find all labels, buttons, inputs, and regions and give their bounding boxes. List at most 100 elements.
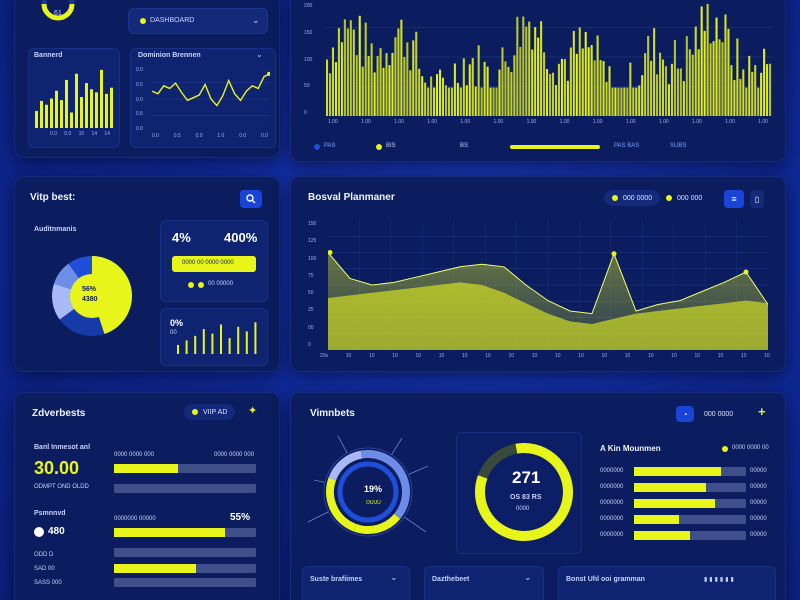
add-icon[interactable]: + bbox=[758, 404, 766, 419]
mini-bar bbox=[35, 110, 38, 128]
volume-bar bbox=[647, 35, 650, 116]
area-y-tick: 75 bbox=[308, 272, 314, 279]
legend-dot-yellow-icon bbox=[376, 144, 382, 150]
bottom-right-chip[interactable]: 000 0000 bbox=[696, 406, 741, 422]
volume-bar bbox=[462, 58, 465, 116]
volume-bar bbox=[504, 61, 507, 116]
small-bar bbox=[202, 329, 205, 354]
line-y-tick: 0.0 bbox=[136, 67, 143, 73]
chip-b[interactable]: 000 000 bbox=[658, 190, 710, 206]
volume-y-tick: 100 bbox=[304, 56, 313, 63]
line-axis-x: 0.0 0.5 0.0 1.0 0.0 0.0 bbox=[152, 134, 268, 139]
mid-right-panel: Bosval Planmaner 000 0000 000 000 ≡ ▯ 15… bbox=[290, 176, 786, 372]
mini-bar bbox=[50, 98, 53, 128]
dashboard-dropdown[interactable]: DASHBOARD ⌄ bbox=[128, 8, 268, 34]
bar-mini-card: Bannerd 0.0 0.0 10 14 14 bbox=[28, 48, 120, 148]
stat-bar-label: 0000 00 0000 0000 bbox=[182, 260, 234, 266]
viip-badge[interactable]: VIIP AD bbox=[184, 404, 236, 420]
mid-left-title: Vitp best: bbox=[30, 192, 76, 203]
volume-bar bbox=[427, 87, 430, 116]
donut-center bbox=[70, 274, 114, 318]
volume-bar bbox=[447, 87, 450, 116]
volume-bar bbox=[641, 75, 644, 116]
dropdown-label: DASHBOARD bbox=[150, 17, 195, 24]
volume-bar bbox=[546, 69, 549, 116]
volume-bar bbox=[682, 81, 685, 116]
menu-button[interactable]: ≡ bbox=[724, 190, 744, 208]
refresh-button[interactable]: ◔ bbox=[676, 406, 694, 422]
volume-bar bbox=[474, 86, 477, 116]
dropdown-dot-icon bbox=[140, 18, 146, 24]
volume-bar bbox=[415, 31, 418, 116]
volume-bar-chart bbox=[326, 3, 772, 116]
label-1: Banl Inmesot anl bbox=[34, 444, 91, 451]
stat-legend-dot2-icon bbox=[198, 282, 204, 288]
area-x-tick: 10 bbox=[764, 353, 770, 359]
ring-b-value: 271 bbox=[512, 468, 541, 487]
area-x-tick: 10 bbox=[694, 353, 701, 359]
volume-bar bbox=[688, 49, 691, 116]
list-legend-dot-icon bbox=[722, 446, 728, 452]
bottom-left-panel: Zdverbests VIIP AD ✦ Banl Inmesot anl 30… bbox=[14, 392, 280, 600]
footer-mid-a: BIS bbox=[386, 143, 396, 149]
volume-bar bbox=[438, 69, 442, 116]
footer-left-label: PAS bbox=[324, 143, 336, 149]
volume-bar bbox=[388, 65, 391, 116]
volume-bar bbox=[709, 43, 712, 116]
volume-bar bbox=[421, 76, 424, 116]
volume-bar bbox=[578, 27, 581, 116]
side-label-3: SASS 000 bbox=[34, 580, 62, 586]
volume-bar bbox=[721, 42, 724, 116]
line-axis-y: 0.0 0.5 0.0 0.5 0.0 bbox=[136, 68, 143, 132]
volume-bar bbox=[659, 52, 662, 116]
volume-bar bbox=[385, 53, 388, 116]
volume-bar bbox=[727, 28, 730, 116]
mini-bar-chart bbox=[35, 69, 113, 128]
small-bar bbox=[220, 324, 223, 354]
list-row-label: 0000000 bbox=[600, 516, 624, 522]
volume-bar bbox=[679, 68, 682, 116]
footer-far-right-label: SUBS bbox=[670, 143, 687, 149]
footer-card-3[interactable]: Bonst Uhl ooi gramman ▮▮▮▮▮▮ bbox=[558, 566, 776, 600]
progress-ring bbox=[475, 443, 573, 541]
list-row-track bbox=[634, 467, 746, 476]
volume-x-tick: 1.00 bbox=[526, 119, 537, 125]
bottom-right-title: Vimnbets bbox=[310, 408, 355, 419]
volume-bar bbox=[495, 87, 498, 116]
stat-bar: 0000 00 0000 0000 bbox=[172, 256, 256, 272]
list-row-label: 0000000 bbox=[600, 484, 624, 490]
volume-bar bbox=[560, 58, 563, 116]
list-row-value: 00000 bbox=[750, 468, 767, 474]
volume-bar bbox=[328, 73, 332, 116]
area-x-tick: 10 bbox=[648, 353, 654, 359]
mini-bar bbox=[60, 100, 63, 128]
volume-bar bbox=[403, 56, 406, 116]
sparkle-icon: ✦ bbox=[248, 405, 258, 417]
stat-legend: 00 00000 bbox=[208, 281, 234, 287]
ring-a-sub: OUUU bbox=[366, 500, 381, 506]
bottom-right-chip-label: 000 0000 bbox=[704, 410, 734, 418]
filter-button[interactable]: ▯ bbox=[750, 190, 764, 208]
bar-1a-label: 0000 0000 000 bbox=[114, 452, 155, 458]
mini-bar bbox=[55, 90, 58, 128]
area-x-tick: 10 bbox=[392, 353, 398, 359]
area-x-tick: 10 bbox=[369, 353, 375, 359]
value-2: 480 bbox=[48, 526, 65, 537]
mini-bar bbox=[95, 92, 98, 128]
volume-bar bbox=[605, 81, 608, 116]
volume-bar bbox=[653, 28, 656, 116]
volume-bar bbox=[584, 31, 587, 116]
list-row-value: 00000 bbox=[750, 532, 767, 538]
mini-bar bbox=[75, 73, 78, 128]
chip-a[interactable]: 000 0000 bbox=[604, 190, 661, 206]
footer-card-1[interactable]: Suste brafiimes ⌄ bbox=[302, 566, 410, 600]
search-button[interactable] bbox=[240, 190, 262, 208]
volume-bar bbox=[516, 16, 519, 116]
footer-card-2[interactable]: Dazthebeet ⌄ bbox=[424, 566, 544, 600]
footer-right-label: PAS BAS bbox=[614, 143, 640, 149]
volume-bar bbox=[718, 39, 721, 116]
footer-1-chevron-icon: ⌄ bbox=[390, 572, 398, 582]
sub-1: ODMPT OND OLDD bbox=[34, 484, 89, 490]
chip-b-label: 000 000 bbox=[677, 194, 703, 202]
volume-x-tick: 1.00 bbox=[427, 119, 438, 125]
